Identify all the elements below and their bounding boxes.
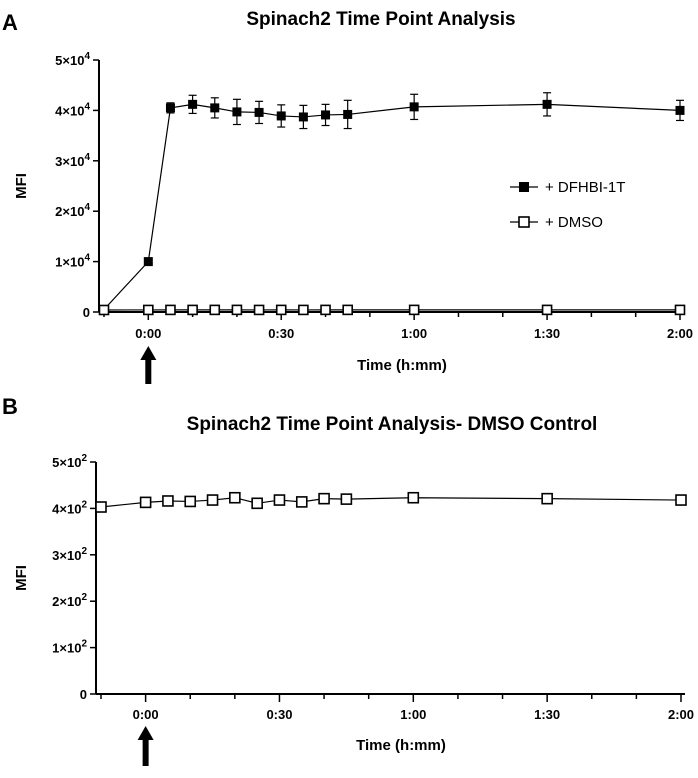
y-tick-label: 5×102 (52, 453, 87, 470)
data-point (273, 494, 286, 506)
y-tick-label: 1×104 (55, 253, 90, 270)
data-point (276, 111, 286, 121)
x-tick-label: 0:30 (268, 326, 294, 341)
chart-title: Spinach2 Time Point Analysis- DMSO Contr… (187, 414, 598, 435)
data-point (254, 107, 264, 117)
x-tick-label: 1:30 (534, 326, 560, 341)
x-axis-label: Time (h:mm) (356, 737, 446, 754)
y-axis-label: MFI (13, 173, 30, 199)
data-point (209, 304, 221, 316)
legend-marker (518, 216, 530, 228)
y-tick-label: 1×102 (52, 639, 87, 656)
x-tick-label: 2:00 (668, 707, 694, 722)
series-dfhbi-1t (99, 92, 685, 314)
x-axis-label: Time (h:mm) (357, 357, 447, 374)
data-point (188, 99, 198, 109)
x-tick-label: 0:30 (266, 707, 292, 722)
data-point (321, 110, 331, 120)
data-point (542, 99, 552, 109)
arrow-head (140, 346, 157, 360)
data-point (184, 495, 197, 508)
y-tick-label: 2×102 (52, 592, 87, 609)
data-point (229, 491, 241, 504)
data-point (187, 304, 198, 316)
data-point (342, 304, 353, 316)
series-dmso (98, 304, 686, 316)
legend: + DFHBI-1T + DMSO (510, 179, 625, 231)
legend-label: + DMSO (545, 214, 603, 231)
x-tick-label: 2:00 (667, 326, 693, 341)
y-tick-label: 4×102 (52, 499, 87, 516)
chart-title: Spinach2 Time Point Analysis (246, 9, 515, 30)
chart-b: B Spinach2 Time Point Analysis- DMSO Cont… (2, 394, 694, 766)
data-point (251, 497, 263, 510)
data-point (98, 304, 110, 316)
data-point (143, 304, 154, 316)
legend-marker (519, 182, 529, 192)
x-tick-label: 0:00 (135, 326, 161, 341)
legend-label: + DFHBI-1T (545, 179, 625, 196)
data-point (295, 496, 308, 508)
data-point (407, 491, 420, 504)
data-point (409, 102, 419, 112)
data-point (318, 492, 330, 505)
data-point (674, 304, 686, 316)
data-point (165, 304, 176, 316)
arrow-head (137, 726, 154, 740)
series-line (103, 103, 681, 310)
x-tick-label: 0:00 (133, 707, 159, 722)
data-point (298, 112, 308, 122)
data-point (206, 494, 219, 506)
data-point (343, 109, 353, 119)
data-point (320, 304, 331, 316)
panel-letter: A (2, 10, 18, 35)
data-point (275, 304, 287, 316)
data-point (340, 493, 353, 505)
data-point (210, 103, 220, 113)
y-tick-label: 5×104 (55, 51, 90, 68)
x-tick-label: 1:00 (401, 326, 427, 341)
data-point (232, 107, 242, 117)
y-tick-label: 3×102 (52, 546, 87, 563)
data-point (253, 304, 265, 316)
x-tick-label: 1:30 (534, 707, 560, 722)
y-tick-label: 0 (83, 305, 90, 320)
data-point (165, 103, 175, 113)
data-point (143, 257, 153, 267)
y-tick-label: 4×104 (55, 101, 90, 118)
data-point (408, 304, 420, 316)
data-point (95, 501, 107, 513)
y-tick-label: 3×104 (55, 152, 90, 169)
data-point (541, 304, 553, 316)
data-point (231, 304, 243, 316)
series-dmso (95, 491, 687, 513)
panel-letter: B (2, 394, 18, 419)
x-tick-label: 1:00 (400, 707, 426, 722)
data-point (675, 494, 687, 506)
data-point (139, 496, 152, 509)
data-point (162, 495, 174, 507)
y-axis-label: MFI (13, 565, 30, 591)
data-point (675, 105, 685, 115)
data-point (298, 304, 309, 316)
data-point (541, 492, 553, 505)
y-tick-label: 2×104 (55, 202, 90, 219)
y-tick-label: 0 (80, 687, 87, 702)
chart-a: A Spinach2 Time Point Analysis 0 1×104 2×104… (2, 9, 693, 384)
